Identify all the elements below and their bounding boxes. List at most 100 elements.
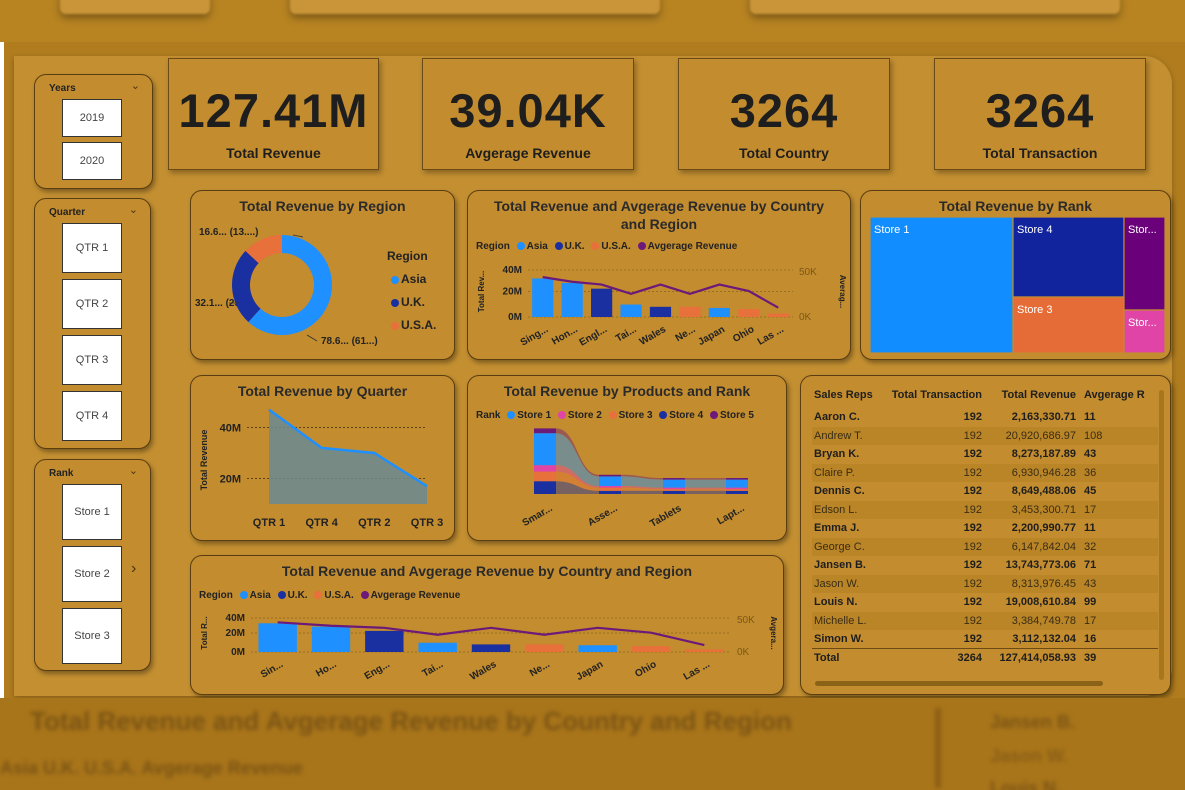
slicer-item-qtr4[interactable]: QTR 4 — [62, 391, 122, 441]
table-row[interactable]: Louis N. 192 19,008,610.84 99 — [812, 593, 1158, 612]
chevron-right-icon[interactable]: › — [131, 560, 137, 577]
x-tick-label: Lapt... — [715, 503, 746, 527]
table-row[interactable]: Simon W. 192 3,112,132.04 16 — [812, 630, 1158, 648]
legend-item-store3[interactable]: Store 3 — [605, 410, 653, 421]
slicer-item-2020[interactable]: 2020 — [62, 142, 122, 180]
slicer-item-qtr1[interactable]: QTR 1 — [62, 223, 122, 273]
donut-svg: 16.6... (13....) 32.1... (25...) 78.6...… — [195, 227, 378, 347]
background-bottom: Total Revenue and Avgerage Revenue by Co… — [0, 698, 1185, 790]
area-svg: 40M 20M Total Revenue QTR 1 QTR 4 QTR 2 QTR 3 — [199, 408, 443, 529]
bar — [311, 626, 351, 652]
x-tick-label: Tablets — [648, 503, 684, 530]
header-total-transaction[interactable]: Total Transaction — [891, 389, 982, 401]
country-combo-chart[interactable]: Total Revenue and Avgerage Revenue by Co… — [467, 190, 851, 360]
products-ribbon-chart[interactable]: Total Revenue by Products and Rank Rank … — [467, 375, 787, 541]
legend-item-store4[interactable]: Store 4 — [655, 410, 703, 421]
table-row[interactable]: George C. 192 6,147,842.04 32 — [812, 537, 1158, 556]
legend-item-uk[interactable]: U.K. — [551, 241, 585, 252]
kpi-label: Total Country — [739, 145, 829, 161]
header-total-revenue[interactable]: Total Revenue — [1001, 389, 1076, 401]
legend-item-uk[interactable]: U.K. — [274, 590, 308, 601]
treemap-label: Store 3 — [1017, 304, 1052, 316]
chevron-down-icon[interactable]: ⌄ — [130, 80, 140, 92]
legend-item-asia[interactable]: Asia — [387, 268, 436, 291]
table-cell: 192 — [963, 633, 982, 646]
slicer-item-2019[interactable]: 2019 — [62, 99, 122, 137]
y2-tick-label: 50K — [737, 615, 755, 626]
vertical-scrollbar[interactable] — [1159, 390, 1164, 680]
y-tick-label: 40M — [226, 613, 245, 624]
total-average: 39 — [1084, 652, 1097, 665]
slicer-item-qtr3[interactable]: QTR 3 — [62, 335, 122, 385]
y2-tick-label: 0K — [799, 312, 812, 323]
table-row[interactable]: Dennis C. 192 8,649,488.06 45 — [812, 482, 1158, 501]
table-row[interactable]: Edson L. 192 3,453,300.71 17 — [812, 500, 1158, 519]
x-tick-label: Wales — [468, 659, 499, 683]
legend-item-store2[interactable]: Store 2 — [554, 410, 602, 421]
area-line — [268, 408, 428, 488]
header-average-revenue[interactable]: Avgerage R — [1084, 389, 1145, 401]
legend-item-uk[interactable]: U.K. — [387, 291, 436, 314]
x-tick-label: Japan — [575, 659, 606, 683]
ribbon-band — [556, 481, 599, 494]
slicer-item-store3[interactable]: Store 3 — [62, 608, 122, 664]
legend-item-usa[interactable]: U.S.A. — [387, 314, 436, 337]
chevron-down-icon[interactable]: ⌄ — [128, 204, 138, 216]
y-tick-label: 40M — [503, 265, 522, 276]
table-row[interactable]: Jansen B. 192 13,743,773.06 71 — [812, 556, 1158, 575]
legend-item-average[interactable]: Avgerage Revenue — [357, 590, 460, 601]
legend-item-asia[interactable]: Asia — [513, 241, 548, 252]
donut-slice — [245, 235, 282, 264]
ribbon-bar — [534, 471, 556, 482]
table-cell: 192 — [963, 577, 982, 590]
left-edge-strip — [0, 42, 4, 707]
donut-legend: Region Asia U.K. U.S.A. — [387, 245, 436, 337]
table-row[interactable]: Bryan K. 192 8,273,187.89 43 — [812, 445, 1158, 464]
blurred-name: Jason W. — [990, 746, 1069, 766]
x-tick-label: Hon... — [550, 324, 580, 348]
quarter-slicer[interactable]: Quarter ⌄ QTR 1 QTR 2 QTR 3 QTR 4 — [34, 198, 151, 449]
table-cell: 3,453,300.71 — [1011, 503, 1076, 516]
blurred-title: Total Revenue and Avgerage Revenue by Co… — [30, 706, 792, 736]
slicer-item-store1[interactable]: Store 1 — [62, 484, 122, 540]
ribbon-band — [621, 474, 663, 480]
chevron-down-icon[interactable]: ⌄ — [128, 465, 138, 477]
quarter-area-chart[interactable]: Total Revenue by Quarter 40M 20M Total Rev… — [190, 375, 455, 541]
kpi-label: Total Revenue — [226, 145, 321, 161]
rank-treemap-chart[interactable]: Total Revenue by Rank Store 1 Store 4 Stor… — [860, 190, 1171, 360]
table-row[interactable]: Michelle L. 192 3,384,749.78 17 — [812, 611, 1158, 630]
legend-item-store5[interactable]: Store 5 — [706, 410, 754, 421]
table-total-row: Total 3264 127,414,058.93 39 — [812, 648, 1158, 668]
x-tick-label: Ho... — [314, 659, 338, 679]
legend-item-average[interactable]: Avgerage Revenue — [634, 241, 737, 252]
table-row[interactable]: Andrew T. 192 20,920,686.97 108 — [812, 426, 1158, 445]
horizontal-scrollbar[interactable] — [815, 681, 1103, 686]
y-tick-label: 40M — [220, 423, 241, 435]
ribbon-bar — [726, 490, 748, 494]
slicer-item-store2[interactable]: Store 2 — [62, 546, 122, 602]
slicer-item-qtr2[interactable]: QTR 2 — [62, 279, 122, 329]
region-donut-chart[interactable]: Total Revenue by Region 16.6... (13....)… — [190, 190, 455, 360]
legend-item-usa[interactable]: U.S.A. — [587, 241, 631, 252]
bar — [708, 307, 730, 317]
table-cell: 43 — [1084, 577, 1097, 590]
bar — [649, 306, 672, 317]
legend-item-store1[interactable]: Store 1 — [503, 410, 551, 421]
table-row[interactable]: Emma J. 192 2,200,990.77 11 — [812, 519, 1158, 538]
country-combo-chart-2[interactable]: Total Revenue and Avgerage Revenue by Co… — [190, 555, 784, 695]
table-row[interactable]: Jason W. 192 8,313,976.45 43 — [812, 574, 1158, 593]
bar — [418, 642, 457, 652]
table-row[interactable]: Aaron C. 192 2,163,330.71 11 — [812, 408, 1158, 427]
legend-item-usa[interactable]: U.S.A. — [310, 590, 354, 601]
years-slicer[interactable]: Years ⌄ 2019 2020 — [34, 74, 153, 189]
table-cell: 6,930,946.28 — [1011, 466, 1076, 479]
table-cell: 192 — [963, 466, 982, 479]
legend-item-asia[interactable]: Asia — [236, 590, 271, 601]
header-sales-reps[interactable]: Sales Reps — [814, 389, 873, 401]
table-header: Sales Reps Total Transaction Total Reven… — [812, 382, 1158, 408]
rank-slicer[interactable]: Rank ⌄ Store 1 Store 2 Store 3 › — [34, 459, 151, 671]
table-cell: 192 — [963, 485, 982, 498]
table-cell: Louis N. — [814, 596, 858, 609]
x-tick-label: Las ... — [756, 324, 786, 348]
table-row[interactable]: Claire P. 192 6,930,946.28 36 — [812, 463, 1158, 482]
